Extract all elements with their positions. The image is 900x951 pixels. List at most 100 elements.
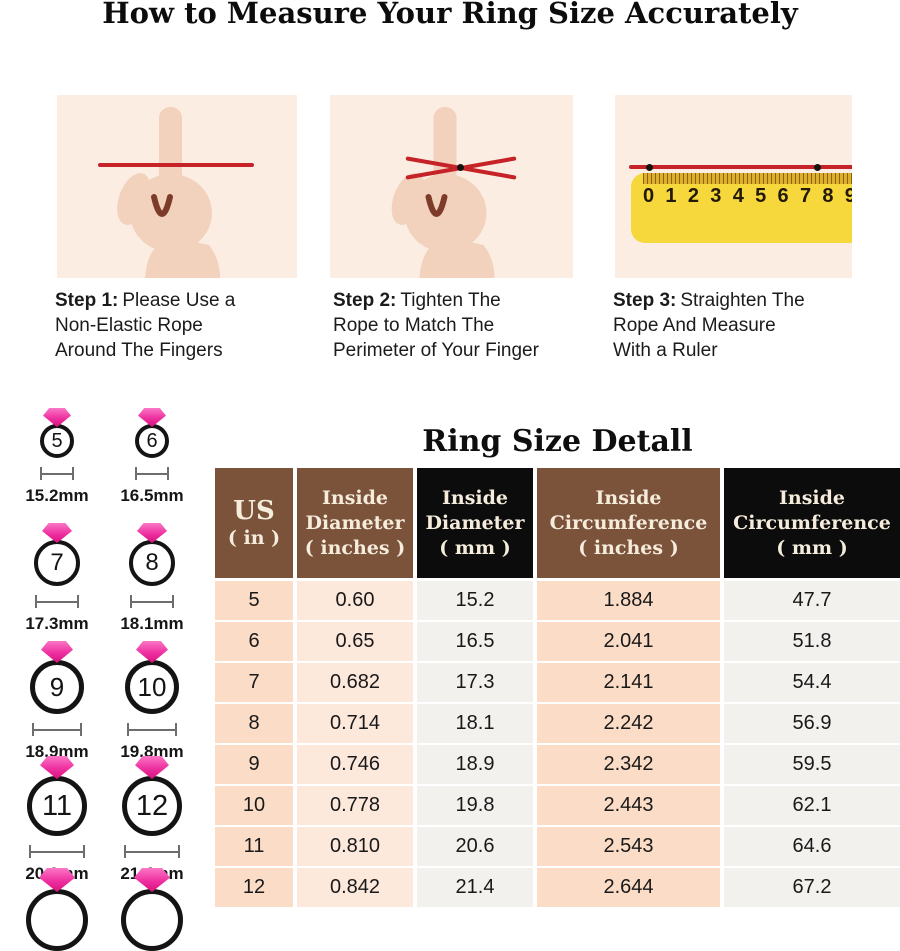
table-cell: 21.4 <box>417 868 533 907</box>
table-cell: 0.65 <box>297 622 413 661</box>
ring-band: 8 <box>129 540 175 586</box>
table-cell: 1.884 <box>537 581 720 620</box>
rope-line <box>629 165 852 169</box>
column-header-line: Diameter <box>305 511 405 534</box>
step2-caption: Step 2: Tighten The Rope to Match The Per… <box>333 288 581 363</box>
ring-size-number: 11 <box>41 789 73 822</box>
ruler-number: 6 <box>777 185 789 207</box>
ring-band <box>26 889 88 951</box>
diameter-label: 17.3mm <box>25 614 89 633</box>
ring-band: 7 <box>34 540 80 586</box>
table-cell: 9 <box>215 745 293 784</box>
step1-text: Please Use a Non-Elastic Rope Around The… <box>55 290 236 361</box>
ruler-number: 8 <box>822 185 834 207</box>
step3-caption: Step 3: Straighten The Rope And Measure W… <box>613 288 853 363</box>
table-cell: 15.2 <box>417 581 533 620</box>
diameter-bracket <box>29 845 85 858</box>
table-cell: 56.9 <box>724 704 900 743</box>
column-header-line: ( inches ) <box>578 536 679 559</box>
column-header: US( in ) <box>215 468 293 578</box>
table-cell: 0.778 <box>297 786 413 825</box>
diameter-bracket <box>130 595 174 608</box>
table-cell: 2.141 <box>537 663 720 702</box>
ring-size-number: 6 <box>146 429 158 452</box>
step2-label: Step 2: <box>333 290 397 311</box>
diameter-label: 16.5mm <box>120 486 184 505</box>
column-header-line: Inside <box>442 486 508 509</box>
ring-size-number: 12 <box>135 789 169 822</box>
table-cell: 5 <box>215 581 293 620</box>
column-header-line: US <box>233 495 275 526</box>
ring-size-item: 8 18.1mm <box>102 523 202 634</box>
diameter-bracket <box>40 467 74 480</box>
table-cell: 19.8 <box>417 786 533 825</box>
page-title: How to Measure Your Ring Size Accurately <box>102 0 798 30</box>
table-cell: 20.6 <box>417 827 533 866</box>
step3-label: Step 3: <box>613 290 677 311</box>
column-header-line: ( mm ) <box>439 536 511 559</box>
ring-band: 10 <box>125 660 179 714</box>
column-header-line: Inside <box>322 486 388 509</box>
table-cell: 6 <box>215 622 293 661</box>
ruler-number: 9 <box>844 185 852 207</box>
table-cell: 2.342 <box>537 745 720 784</box>
table-cell: 2.242 <box>537 704 720 743</box>
diameter-bracket <box>32 723 82 736</box>
table-cell: 18.9 <box>417 745 533 784</box>
table-cell: 0.746 <box>297 745 413 784</box>
diamond-icon <box>135 756 169 779</box>
column-header-line: Inside <box>779 486 845 509</box>
table-title: Ring Size Detall <box>422 424 693 459</box>
ring-size-item-partial <box>7 868 107 951</box>
diamond-icon <box>134 868 170 892</box>
table-cell: 10 <box>215 786 293 825</box>
rope-line <box>98 163 254 167</box>
step1-caption: Step 1: Please Use a Non-Elastic Rope Aro… <box>55 288 280 363</box>
diameter-bracket <box>127 723 177 736</box>
ring-band: 9 <box>30 660 84 714</box>
column-header: Inside Diameter( inches ) <box>297 468 413 578</box>
diamond-icon <box>43 408 71 427</box>
table-cell: 62.1 <box>724 786 900 825</box>
diameter-bracket <box>135 467 169 480</box>
table-cell: 17.3 <box>417 663 533 702</box>
column-header-line: Circumference <box>733 511 891 534</box>
ring-size-number: 10 <box>137 671 167 702</box>
ruler-number: 1 <box>665 185 677 207</box>
table-cell: 0.682 <box>297 663 413 702</box>
column-header-line: Diameter <box>425 511 525 534</box>
table-cell: 0.810 <box>297 827 413 866</box>
table-cell: 2.644 <box>537 868 720 907</box>
column-header: Inside Circumference( inches ) <box>537 468 720 578</box>
step2-text: Tighten The Rope to Match The Perimeter … <box>333 290 539 361</box>
diameter-label: 15.2mm <box>25 486 89 505</box>
diamond-icon <box>137 523 167 543</box>
ring-size-number: 7 <box>50 549 64 576</box>
ring-size-number: 8 <box>145 549 159 576</box>
ring-band <box>121 889 183 951</box>
column-header-line: ( in ) <box>227 526 281 549</box>
ring-band: 12 <box>122 776 182 836</box>
ruler-number: 2 <box>687 185 699 207</box>
column-header: Inside Diameter( mm ) <box>417 468 533 578</box>
ruler-number: 3 <box>710 185 722 207</box>
table-cell: 0.714 <box>297 704 413 743</box>
ring-size-item: 9 18.9mm <box>7 641 107 762</box>
diameter-label: 18.9mm <box>25 742 89 761</box>
table-cell: 11 <box>215 827 293 866</box>
ring-size-item: 10 19.8mm <box>102 641 202 762</box>
table-cell: 18.1 <box>417 704 533 743</box>
table-cell: 47.7 <box>724 581 900 620</box>
ring-size-item: 1221.4mm <box>102 756 202 884</box>
ruler-number: 0 <box>643 185 655 207</box>
diameter-label: 19.8mm <box>120 742 184 761</box>
ring-size-item: 7 17.3mm <box>7 523 107 634</box>
table-cell: 0.60 <box>297 581 413 620</box>
step1-label: Step 1: <box>55 290 119 311</box>
rope-end-dot <box>646 164 653 171</box>
diamond-icon <box>40 756 74 779</box>
diamond-icon <box>136 641 168 663</box>
hand-pointing-icon <box>117 107 220 278</box>
